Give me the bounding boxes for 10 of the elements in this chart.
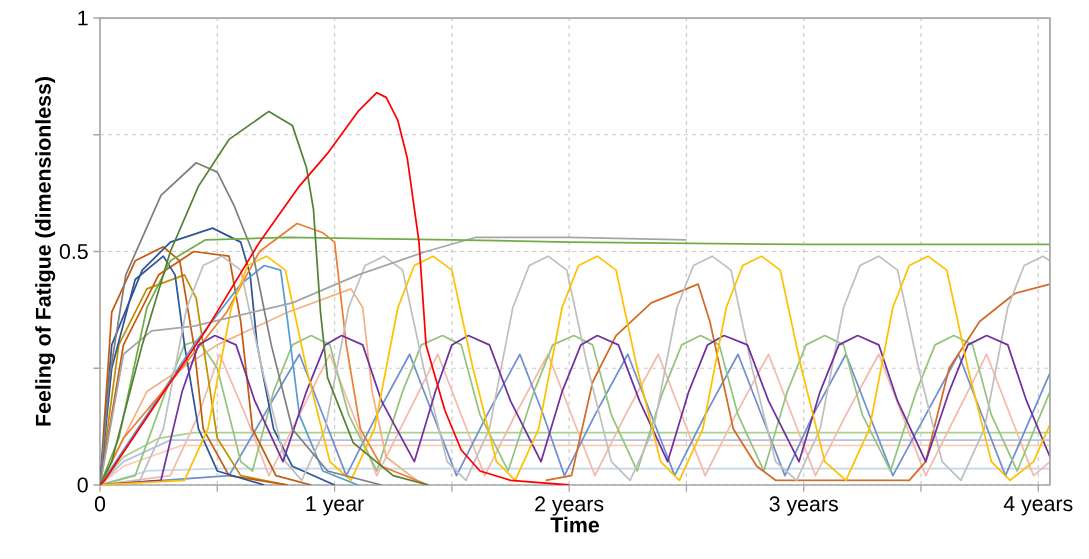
y-axis-title: Feeling of Fatigue (dimensionless) [35,77,56,426]
x-tick-label: 0 [94,496,106,512]
x-tick-label: 2 years [535,496,604,516]
x-axis-title: Time [550,516,599,533]
x-tick-label: 4 years [1003,496,1073,516]
x-tick-label: 1 year [306,496,364,516]
y-tick-label: 1 [78,10,88,26]
x-tick-label: 3 years [769,496,838,516]
y-tick-label: 0 [77,477,88,493]
y-tick-label: 0.5 [59,243,88,260]
